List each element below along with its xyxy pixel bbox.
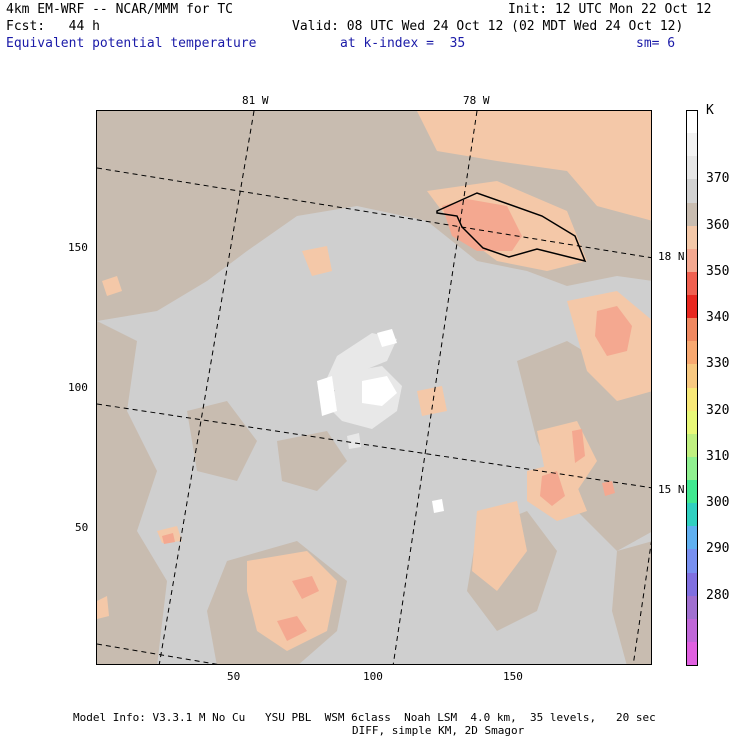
- colorbar-segment: [686, 133, 698, 157]
- model-title: 4km EM-WRF -- NCAR/MMM for TC: [6, 2, 233, 17]
- model-physics: DIFF, simple KM, 2D Smagor: [352, 724, 525, 737]
- colorbar-segment: [686, 341, 698, 365]
- colorbar-label: 280: [706, 587, 730, 603]
- colorbar-segment: [686, 202, 698, 227]
- map-plot-area[interactable]: [96, 110, 652, 665]
- level-label: at k-index = 35: [340, 36, 466, 51]
- x-tick-100: 100: [363, 670, 383, 683]
- x-tick-150: 150: [503, 670, 523, 683]
- colorbar-segment: [686, 572, 698, 597]
- colorbar-segment: [686, 456, 698, 481]
- contour-line: [436, 192, 587, 263]
- colorbar-label: 330: [706, 356, 730, 372]
- theta-e-map: [97, 111, 651, 664]
- field-name: Equivalent potential temperature: [6, 36, 257, 51]
- colorbar-segment: [686, 526, 698, 550]
- colorbar-label: 320: [706, 402, 730, 418]
- colorbar-segment: [686, 271, 698, 296]
- colorbar-segment: [686, 433, 698, 458]
- colorbar-segment: [686, 295, 698, 319]
- lat-lon-grid: [97, 111, 651, 664]
- colorbar-unit: K: [706, 103, 714, 118]
- lon-label-78w: 78 W: [463, 94, 490, 107]
- colorbar-label: 310: [706, 448, 730, 464]
- colorbar-segment: [686, 156, 698, 180]
- colorbar-segment: [686, 225, 698, 250]
- valid-time: Valid: 08 UTC Wed 24 Oct 12 (02 MDT Wed …: [292, 19, 684, 34]
- salmon-shading: [162, 199, 632, 641]
- colorbar-segment: [686, 110, 698, 134]
- colorbar-segment: [686, 410, 698, 435]
- colorbar-label: 290: [706, 541, 730, 557]
- warm-core-swirl: [317, 329, 444, 513]
- colorbar-segment: [686, 549, 698, 573]
- model-info: Model Info: V3.3.1 M No Cu YSU PBL WSM 6…: [73, 711, 656, 724]
- colorbar-label: 300: [706, 495, 730, 511]
- colorbar-segment: [686, 387, 698, 412]
- colorbar-segment: [686, 618, 698, 643]
- colorbar-label: 360: [706, 217, 730, 233]
- colorbar-segment: [686, 318, 698, 342]
- lat-label-15n: 15 N: [658, 483, 685, 496]
- colorbar-segment: [686, 364, 698, 388]
- y-tick-150: 150: [68, 241, 88, 254]
- colorbar-segment: [686, 503, 698, 527]
- y-tick-50: 50: [75, 521, 89, 534]
- lon-label-81w: 81 W: [242, 94, 269, 107]
- colorbar-segment: [686, 641, 698, 666]
- init-time: Init: 12 UTC Mon 22 Oct 12: [508, 2, 712, 17]
- colorbar-segment: [686, 248, 698, 273]
- colorbar-segment: [686, 595, 698, 620]
- colorbar: [686, 110, 698, 666]
- colorbar-label: 370: [706, 171, 730, 187]
- y-tick-100: 100: [68, 381, 88, 394]
- lat-label-18n: 18 N: [658, 250, 685, 263]
- colorbar-segment: [686, 179, 698, 203]
- x-tick-50: 50: [227, 670, 241, 683]
- smoothing-label: sm= 6: [636, 36, 676, 51]
- forecast-hour: Fcst: 44 h: [6, 19, 100, 34]
- colorbar-label: 350: [706, 263, 730, 279]
- colorbar-label: 340: [706, 310, 730, 326]
- colorbar-segment: [686, 480, 698, 504]
